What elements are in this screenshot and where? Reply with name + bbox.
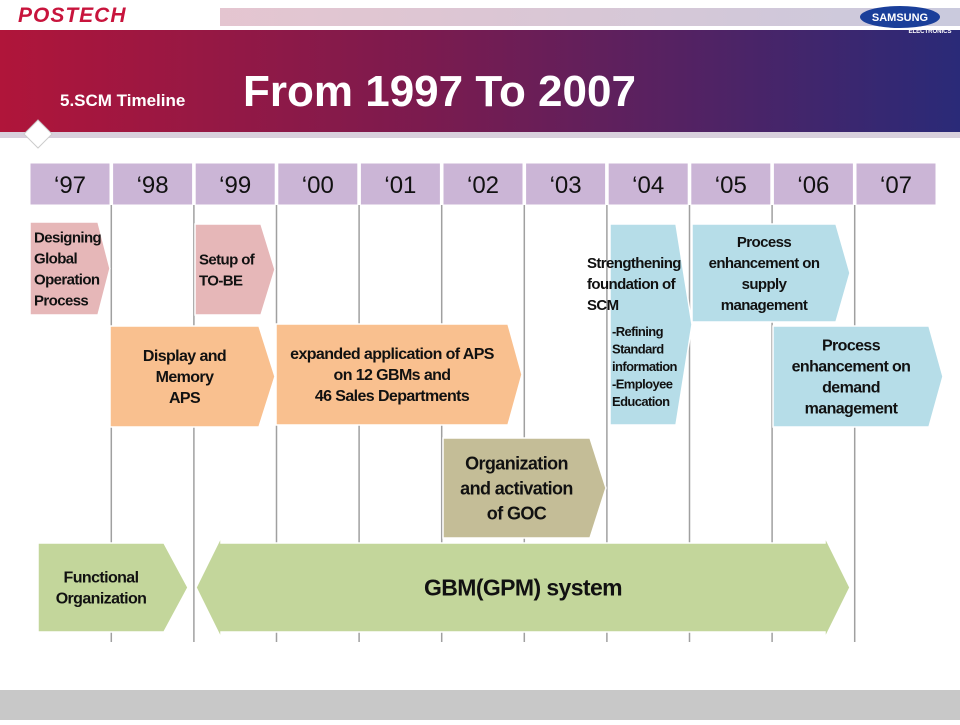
year-label: ‘05 (715, 172, 747, 199)
logo-electronics: ELECTRONICS (908, 29, 951, 35)
year-box (525, 162, 607, 206)
timeline: ‘97 ‘98 ‘99 ‘00 ‘01 ‘02 ‘03 ‘04 ‘05 ‘06 ‘07 Designi… (29, 162, 944, 642)
title-prefix: 5.SCM Timeline (60, 91, 185, 110)
box-detail: -Employee (612, 377, 673, 392)
year-box (277, 162, 359, 206)
arrow-shape (109, 325, 276, 428)
title-rule (0, 132, 960, 138)
year-box (359, 162, 441, 206)
year-box (442, 162, 524, 206)
box-text: enhancement on (709, 255, 820, 272)
year-label: ‘99 (219, 172, 251, 199)
box-text: Organization (56, 591, 147, 608)
year-box (855, 162, 937, 206)
box-text: Process (737, 234, 791, 251)
box-text: expanded application of APS (290, 346, 495, 363)
samsung-ellipse (860, 6, 940, 28)
arrow-shape (442, 437, 607, 539)
logo-bg (0, 0, 220, 30)
year-box (607, 162, 689, 206)
year-box (112, 162, 194, 206)
box-text: Designing (34, 229, 102, 246)
box-detail: Standard (612, 342, 664, 357)
box-text: foundation of (587, 276, 677, 293)
box-text: Strengthening (587, 255, 681, 272)
year-label: ‘98 (137, 172, 169, 199)
arrow-shape (609, 223, 693, 426)
year-label: ‘06 (797, 172, 829, 199)
box-text: and activation (460, 478, 573, 498)
banner (0, 30, 960, 132)
box-text: on 12 GBMs and (334, 367, 451, 384)
year-box (29, 162, 111, 206)
box-text: Global (34, 250, 78, 267)
box-text: TO-BE (199, 272, 243, 289)
logo-samsung: SAMSUNG (872, 12, 928, 24)
box-text: supply (742, 276, 788, 293)
logo-postech: POSTECH (18, 4, 127, 27)
arrow-shape (691, 223, 851, 323)
arrow-shape (195, 536, 851, 639)
year-box (194, 162, 276, 206)
box-text: GBM(GPM) system (424, 575, 622, 601)
box-text: Setup of (199, 251, 256, 268)
box-text: enhancement on (792, 359, 911, 376)
title-main: From 1997 To 2007 (243, 67, 636, 116)
arrow-shape (275, 323, 523, 426)
box-text: Memory (156, 369, 214, 386)
box-text: management (805, 401, 899, 418)
box-text: demand (822, 380, 880, 397)
year-label: ‘07 (880, 172, 912, 199)
box-text: of GOC (487, 503, 547, 523)
footer-bar (0, 690, 960, 720)
box-detail: information (612, 359, 678, 374)
arrow-shape (29, 221, 111, 316)
box-text: APS (169, 390, 201, 407)
box-detail: -Refining (612, 324, 664, 339)
year-box (690, 162, 772, 206)
box-text: 46 Sales Departments (315, 388, 470, 405)
box-detail: Education (612, 394, 670, 409)
box-text: Operation (34, 271, 100, 288)
arrow-shape (772, 325, 944, 428)
box-text: management (721, 297, 808, 314)
box-text: Functional (64, 570, 139, 587)
top-strip (0, 8, 960, 26)
box-text: SCM (587, 297, 619, 314)
year-label: ‘03 (550, 172, 582, 199)
year-label: ‘00 (302, 172, 334, 199)
arrow-shape (194, 223, 276, 316)
year-label: ‘02 (467, 172, 499, 199)
arrow-shape (37, 542, 189, 633)
year-label: ‘97 (54, 172, 86, 199)
year-box (772, 162, 854, 206)
box-text: Process (822, 338, 881, 355)
year-label: ‘04 (632, 172, 664, 199)
diamond (23, 119, 53, 149)
box-text: Organization (465, 453, 568, 473)
box-text: Display and (143, 348, 226, 365)
year-label: ‘01 (384, 172, 416, 199)
box-text: Process (34, 292, 88, 309)
